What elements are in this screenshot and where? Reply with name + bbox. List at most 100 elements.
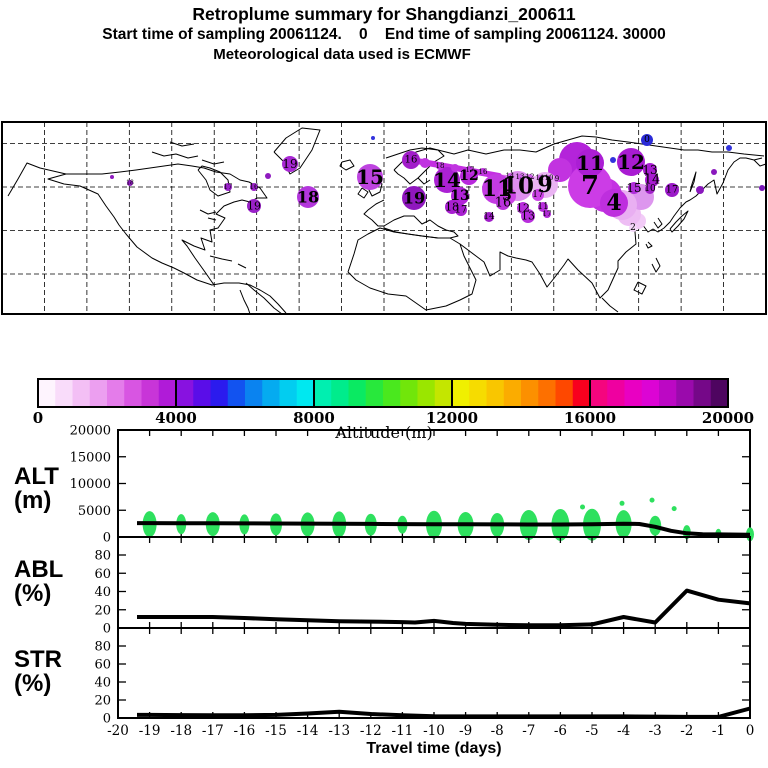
- plume-bubble: [527, 174, 533, 180]
- x-tick-label: -18: [170, 723, 192, 739]
- plume-bubble: [247, 199, 261, 213]
- colorbar-cell: [176, 379, 194, 407]
- colorbar-cell: [434, 379, 453, 407]
- plume-bubble-day-label: 17: [666, 185, 679, 196]
- plume-bubble-day-label: 12: [516, 202, 530, 215]
- colorbar-cell: [279, 379, 298, 407]
- cluster-speck: [619, 500, 625, 506]
- plume-bubble-day-label: 16: [250, 183, 259, 191]
- plume-bubble-day-label: 14: [644, 173, 661, 188]
- plume-bubble-day-label: 15: [356, 165, 384, 189]
- altitude-colorbar: 0 4000 8000 12000 16000 20000: [33, 378, 754, 427]
- cluster-speck: [649, 497, 655, 503]
- plume-bubble-day-label: 10: [545, 174, 554, 182]
- plume-bubble-day-label: 15: [626, 181, 641, 195]
- y-tick-label: 60: [94, 567, 111, 582]
- colorbar-cell: [348, 379, 367, 407]
- colorbar-tick-label: 20000: [702, 409, 754, 427]
- plume-bubble: [420, 158, 430, 168]
- colorbar-cell: [365, 379, 384, 407]
- plume-bubble-day-label: 17: [543, 210, 552, 218]
- plume-bubble: [224, 183, 232, 191]
- y-tick-label: 20: [94, 694, 111, 709]
- x-tick-label: 0: [746, 723, 755, 739]
- colorbar-tick-label: 4000: [155, 409, 197, 427]
- plume-bubble-day-label: 16: [479, 168, 488, 176]
- abl-line: [137, 588, 751, 628]
- plume-bubble: [645, 184, 655, 194]
- plume-bubble-day-label: 13: [521, 210, 535, 223]
- alt-line: [137, 521, 751, 537]
- colorbar-cell: [383, 379, 401, 407]
- plume-bubble-day-label: 0: [644, 135, 650, 145]
- colorbar-cell: [624, 379, 643, 407]
- x-tick-label: -8: [491, 723, 504, 739]
- colorbar-cell: [158, 379, 177, 407]
- plume-bubble-day-label: 18: [436, 162, 445, 170]
- abl-panel-label: ABL (%): [14, 556, 64, 607]
- colorbar-cell: [417, 379, 436, 407]
- colorbar-cell: [72, 379, 91, 407]
- plume-bubble: [371, 136, 375, 140]
- colorbar-cell: [296, 379, 315, 407]
- colorbar-cell: [314, 379, 332, 407]
- plume-bubble-day-label: 11: [537, 202, 548, 212]
- x-tick-label: -13: [328, 723, 350, 739]
- plume-bubble: [282, 156, 298, 172]
- plume-bubble-day-label: 11: [482, 176, 513, 202]
- plume-bubble-day-label: 19: [247, 200, 261, 213]
- y-tick-label: 0: [103, 622, 111, 637]
- plume-bubble: [711, 169, 717, 175]
- x-axis-label: Travel time (days): [366, 740, 502, 757]
- y-tick-label: 80: [94, 549, 111, 564]
- plume-bubble-day-label: 13: [516, 173, 525, 181]
- cluster-speck: [671, 506, 677, 512]
- plume-bubble: [600, 189, 628, 217]
- plume-bubble: [537, 175, 543, 181]
- y-tick-label: 60: [94, 658, 111, 673]
- plume-bubble: [265, 173, 271, 179]
- colorbar-cell: [659, 379, 677, 407]
- plume-bubble-day-label: 12: [526, 173, 535, 181]
- x-tick-label: -4: [617, 723, 630, 739]
- plume-bubble-day-label: 7: [581, 171, 599, 201]
- y-tick-label: 0: [103, 531, 111, 546]
- plume-bubble: [402, 151, 420, 169]
- colorbar-cell: [331, 379, 349, 407]
- plume-bubble-day-label: 19: [282, 157, 297, 171]
- x-tick-label: -20: [107, 723, 129, 739]
- x-tick-label: -9: [459, 723, 472, 739]
- x-tick-label: -17: [202, 723, 224, 739]
- plume-bubble-day-label: 14: [433, 168, 461, 192]
- plume-bubble: [629, 224, 637, 232]
- colorbar-cell: [193, 379, 211, 407]
- y-tick-label: 40: [94, 585, 111, 600]
- x-tick-label: -16: [234, 723, 256, 739]
- plume-bubble: [484, 212, 494, 222]
- plume-bubble: [543, 210, 551, 218]
- plume-bubble: [726, 145, 732, 151]
- colorbar-cell: [245, 379, 263, 407]
- x-tick-label: -6: [554, 723, 567, 739]
- colorbar-cell: [572, 379, 591, 407]
- cluster-speck: [580, 504, 586, 510]
- plume-bubble: [451, 187, 469, 205]
- plume-bubble: [759, 185, 765, 191]
- plume-bubble: [110, 175, 114, 179]
- plume-bubble: [568, 164, 612, 208]
- colorbar-cell: [55, 379, 73, 407]
- plume-bubble-day-label: 2: [630, 223, 636, 233]
- colorbar-cell: [469, 379, 487, 407]
- plume-bubble-day-label: 10: [502, 173, 534, 200]
- x-tick-label: -1: [712, 723, 725, 739]
- x-tick-label: -14: [297, 723, 319, 739]
- plume-bubble-day-label: 9: [537, 172, 552, 198]
- colorbar-tick-label: 16000: [564, 409, 616, 427]
- colorbar-tick-label: 0: [33, 409, 43, 427]
- colorbar-cell: [38, 379, 56, 407]
- x-axis: -20 -19 -18 -17 -16 -15 -14 -13 -12 -11 -10 -9 -8 -7-…: [107, 723, 754, 739]
- plume-bubble: [250, 183, 258, 191]
- plume-bubble: [554, 176, 560, 182]
